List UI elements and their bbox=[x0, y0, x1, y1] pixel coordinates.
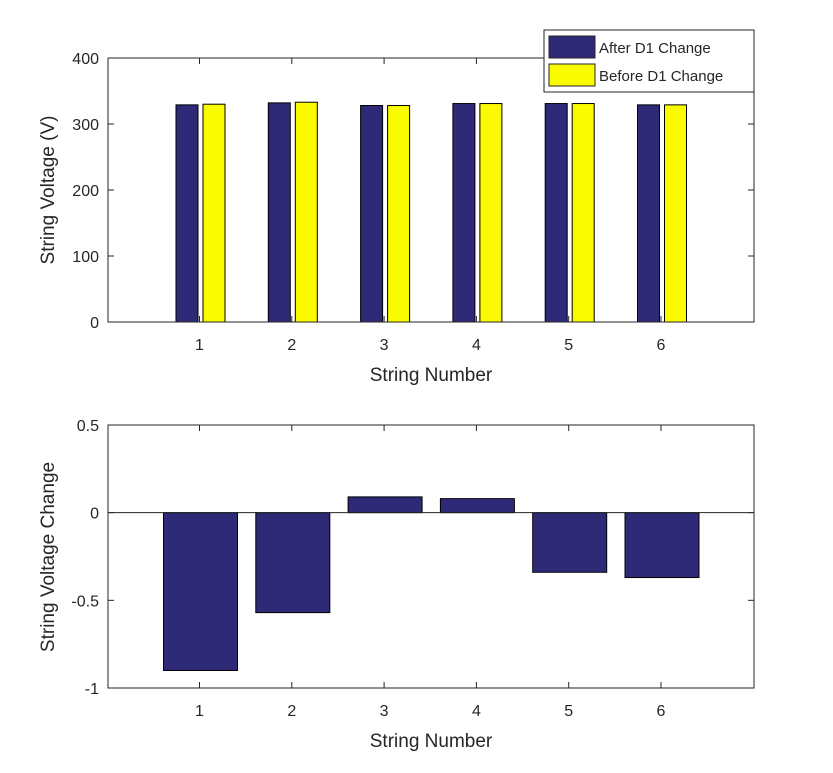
bottom-chart: -1 -0.5 0 0.5 1 2 3 4 5 6 String Number String V… bbox=[38, 418, 755, 752]
bottom-y-tick-label: -0.5 bbox=[71, 593, 99, 610]
bottom-x-tick-label: 3 bbox=[380, 703, 389, 720]
top-x-tick-label: 4 bbox=[472, 337, 481, 354]
bar-before-string-1 bbox=[202, 103, 226, 323]
change-bar-string-6 bbox=[624, 512, 700, 579]
bottom-y-ticks: -1 -0.5 0 0.5 bbox=[71, 418, 754, 698]
legend-after-label: After D1 Change bbox=[599, 40, 711, 57]
bottom-x-ticks: 1 2 3 4 5 6 bbox=[195, 425, 666, 720]
bar-before-string-5 bbox=[571, 103, 595, 323]
change-bar-string-5 bbox=[532, 512, 608, 573]
bottom-x-tick-label: 2 bbox=[287, 703, 296, 720]
bar-after-string-3 bbox=[360, 105, 384, 323]
top-x-axis-label: String Number bbox=[370, 365, 493, 386]
change-bar-string-2 bbox=[255, 512, 331, 614]
top-x-tick-label: 6 bbox=[657, 337, 666, 354]
top-bars bbox=[175, 101, 687, 323]
change-bar-string-4 bbox=[439, 498, 515, 514]
top-y-tick-label: 200 bbox=[72, 183, 99, 200]
top-y-tick-label: 0 bbox=[90, 315, 99, 332]
legend-after-swatch bbox=[548, 35, 596, 59]
bar-after-string-2 bbox=[267, 102, 291, 323]
top-chart: 0 100 200 300 400 1 2 3 4 5 6 String Number Strin… bbox=[38, 29, 755, 386]
bottom-x-tick-label: 4 bbox=[472, 703, 481, 720]
bar-after-string-1 bbox=[175, 104, 199, 323]
bottom-y-tick-label: 0 bbox=[90, 506, 99, 523]
legend: After D1 Change Before D1 Change bbox=[543, 29, 755, 93]
top-y-axis-label: String Voltage (V) bbox=[38, 116, 59, 265]
bottom-x-tick-label: 1 bbox=[195, 703, 204, 720]
bottom-y-tick-label: -1 bbox=[85, 681, 99, 698]
top-y-tick-label: 300 bbox=[72, 117, 99, 134]
bar-before-string-4 bbox=[479, 103, 503, 323]
legend-before-swatch bbox=[548, 63, 596, 87]
bar-after-string-6 bbox=[637, 104, 660, 323]
bottom-x-axis-label: String Number bbox=[370, 731, 493, 752]
top-y-ticks: 0 100 200 300 400 bbox=[72, 51, 754, 332]
top-x-tick-label: 5 bbox=[564, 337, 573, 354]
bar-after-string-5 bbox=[544, 103, 568, 323]
bottom-bars bbox=[163, 496, 700, 671]
bottom-axes-box bbox=[107, 424, 755, 689]
top-y-tick-label: 400 bbox=[72, 51, 99, 68]
bar-after-string-4 bbox=[452, 103, 476, 323]
top-x-tick-label: 3 bbox=[380, 337, 389, 354]
bottom-y-axis-label: String Voltage Change bbox=[38, 462, 59, 652]
change-bar-string-3 bbox=[347, 496, 423, 514]
bar-before-string-3 bbox=[387, 105, 411, 323]
top-x-tick-label: 2 bbox=[287, 337, 296, 354]
bottom-y-tick-label: 0.5 bbox=[77, 418, 99, 435]
bottom-x-tick-label: 6 bbox=[657, 703, 666, 720]
top-y-tick-label: 100 bbox=[72, 249, 99, 266]
bottom-x-tick-label: 5 bbox=[564, 703, 573, 720]
bar-before-string-6 bbox=[664, 104, 687, 323]
top-x-tick-label: 1 bbox=[195, 337, 204, 354]
bar-before-string-2 bbox=[294, 101, 318, 323]
legend-before-label: Before D1 Change bbox=[599, 68, 723, 85]
change-bar-string-1 bbox=[163, 512, 238, 671]
